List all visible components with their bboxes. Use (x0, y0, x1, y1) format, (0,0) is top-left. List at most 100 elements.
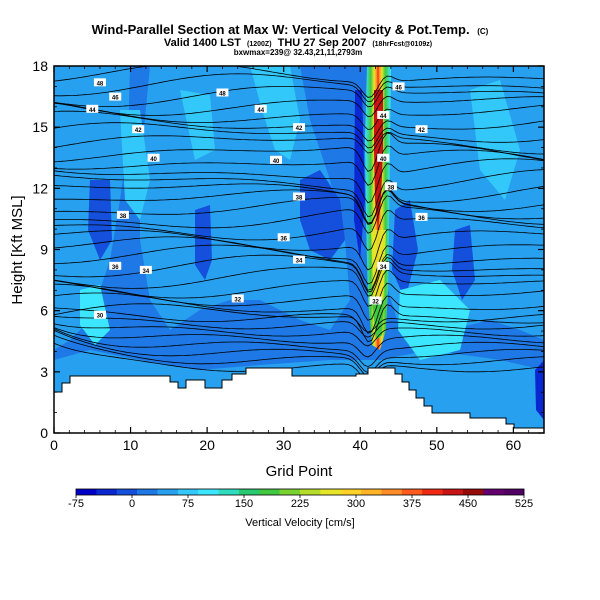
contour-label-text: 30 (97, 314, 104, 320)
chart-subtitle: Valid 1400 LST (1200Z) THU 27 Sep 2007 (… (164, 37, 432, 49)
colorbar-swatch (300, 489, 321, 495)
contour-label: 42 (415, 125, 428, 134)
colorbar-swatch (503, 489, 525, 495)
contour-label-text: 46 (112, 96, 119, 102)
contour-label: 34 (377, 261, 390, 271)
theta-contour (54, 102, 544, 130)
colorbar-swatch (442, 489, 464, 495)
contour-label-text: 34 (380, 265, 387, 271)
theta-contour (54, 132, 544, 172)
contour-label-text: 44 (257, 108, 264, 114)
theta-contour (54, 236, 544, 285)
theta-contour (54, 95, 544, 118)
y-tick-label: 15 (32, 119, 48, 135)
colorbar: -75 0 75 150 225 300 375 450 525 (68, 488, 533, 510)
weak-updraft-region (398, 280, 470, 360)
theta-contour (54, 315, 544, 338)
downdraft-region (452, 225, 475, 300)
colorbar-swatch (401, 489, 423, 495)
theta-contour (54, 73, 544, 103)
weak-updraft-region (250, 66, 300, 160)
colorbar-tick-label: 0 (129, 498, 135, 510)
x-tick-label: 30 (276, 437, 292, 453)
theta-contour (54, 334, 544, 377)
contour-label: 32 (231, 294, 244, 303)
colorbar-tick-label: 375 (403, 498, 421, 510)
y-tick-label: 9 (40, 242, 48, 258)
contour-label-text: 42 (418, 128, 425, 134)
colorbar-swatch (198, 489, 219, 495)
contour-label: 44 (254, 104, 267, 114)
contour-label-text: 42 (296, 126, 303, 132)
colorbar-swatch (218, 489, 240, 495)
colorbar-swatch (483, 489, 504, 495)
contour-label: 42 (293, 123, 305, 132)
colorbar-swatch (238, 489, 260, 495)
theta-contour (54, 183, 544, 224)
right-edge-feature (535, 360, 544, 420)
x-tick-label: 0 (50, 437, 58, 453)
contour-label-text: 32 (234, 297, 241, 303)
colorbar-swatch (279, 489, 301, 495)
contour-label-text: 48 (219, 92, 226, 98)
y-tick-label: 6 (40, 303, 48, 319)
plot-area (54, 66, 544, 433)
x-tick-label: 10 (123, 437, 139, 453)
contour-label: 40 (147, 153, 160, 163)
theta-contour (54, 292, 544, 334)
contour-label-text: 38 (296, 195, 303, 201)
colorbar-swatch (259, 489, 280, 495)
colorbar-label: Vertical Velocity [cm/s] (245, 517, 354, 529)
contour-label-text: 38 (120, 214, 127, 220)
contour-label: 38 (293, 192, 305, 201)
contour-label: 40 (377, 153, 390, 163)
contour-label: 36 (415, 212, 428, 222)
theta-contour (54, 158, 544, 204)
theta-contour (54, 303, 544, 343)
downdraft-region (392, 200, 418, 300)
x-axis-label: Grid Point (266, 463, 334, 480)
updraft-core (372, 300, 384, 340)
contour-label: 44 (86, 104, 99, 114)
theta-contour (54, 307, 544, 333)
terrain (54, 367, 544, 433)
colorbar-swatch (320, 489, 342, 495)
contour-label: 34 (293, 255, 305, 265)
contour-label: 40 (270, 155, 283, 165)
contour-label-text: 44 (380, 114, 387, 120)
colorbar-swatch (76, 489, 97, 495)
theta-contour (54, 269, 544, 307)
x-tick-label: 40 (352, 437, 368, 453)
downdraft-region (354, 90, 365, 260)
contour-label-text: 48 (97, 81, 104, 87)
colorbar-tick-label: 450 (459, 498, 477, 510)
theta-contour (54, 86, 544, 108)
contour-label: 36 (277, 233, 290, 242)
x-tick-label: 60 (506, 437, 522, 453)
contour-label: 46 (392, 82, 405, 91)
contour-label: 36 (109, 261, 122, 271)
contour-label-text: 46 (395, 85, 402, 91)
colorbar-tick-label: -75 (68, 498, 84, 510)
contour-label-text: 32 (372, 299, 379, 305)
theta-contours (54, 66, 544, 381)
colorbar-swatch (462, 489, 484, 495)
colorbar-swatch (96, 489, 118, 495)
theta-contour (54, 210, 544, 251)
colorbar-tick-label: 150 (235, 498, 253, 510)
contour-label: 46 (109, 92, 122, 102)
contour-label: 48 (216, 88, 229, 98)
contour-label: 48 (93, 78, 106, 87)
theta-contour (54, 131, 544, 155)
contour-label-text: 36 (280, 236, 287, 242)
colorbar-swatch (340, 489, 362, 495)
y-tick-label: 3 (40, 364, 48, 380)
contour-label-text: 40 (273, 159, 280, 165)
chart-title: Wind-Parallel Section at Max W: Vertical… (92, 22, 489, 37)
theta-contour (54, 122, 544, 149)
theta-contour (54, 145, 544, 186)
theta-contour (54, 260, 544, 297)
contour-label-text: 44 (89, 108, 96, 114)
x-tick-label: 50 (429, 437, 445, 453)
